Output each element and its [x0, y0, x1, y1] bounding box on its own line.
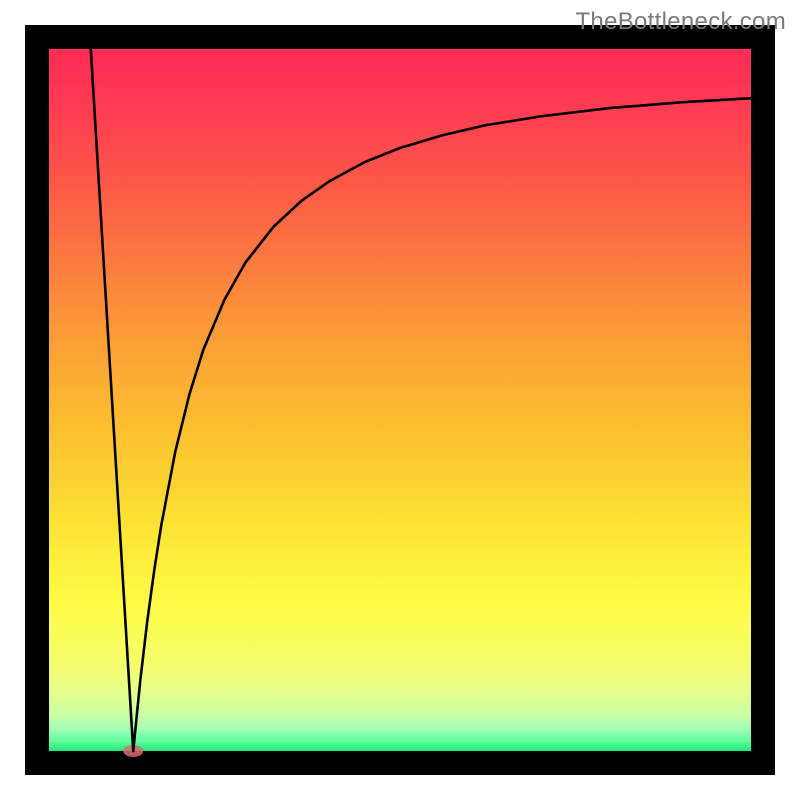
watermark-text: TheBottleneck.com [575, 8, 786, 36]
bottleneck-curve-left [91, 49, 133, 751]
chart-stage: TheBottleneck.com [0, 0, 800, 800]
bottleneck-curve-right [133, 98, 751, 751]
curve-layer [49, 49, 751, 751]
plot-frame [25, 25, 775, 775]
